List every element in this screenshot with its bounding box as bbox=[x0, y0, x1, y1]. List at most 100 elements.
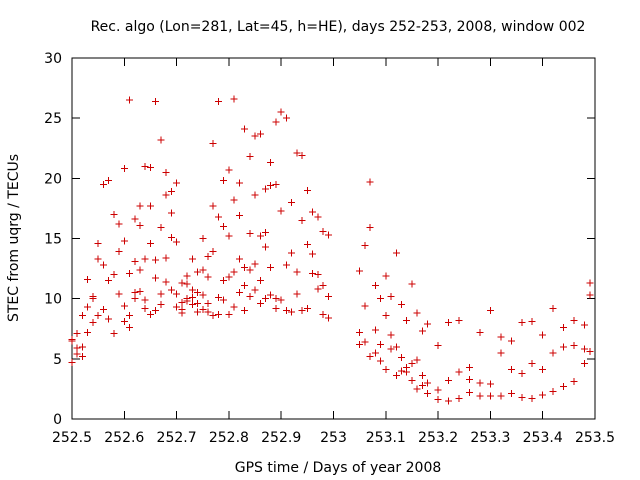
data-point bbox=[157, 301, 165, 309]
data-point bbox=[465, 375, 473, 383]
data-point bbox=[418, 381, 426, 389]
data-point bbox=[455, 395, 463, 403]
data-point bbox=[251, 286, 259, 294]
data-point bbox=[162, 191, 170, 199]
data-point bbox=[507, 366, 515, 374]
data-point bbox=[392, 343, 400, 351]
x-axis-title: GPS time / Days of year 2008 bbox=[235, 460, 442, 476]
y-tick-label: 20 bbox=[44, 171, 62, 187]
data-point bbox=[162, 278, 170, 286]
data-point bbox=[465, 389, 473, 397]
data-point bbox=[214, 213, 222, 221]
data-point bbox=[314, 285, 322, 293]
data-point bbox=[424, 379, 432, 387]
data-point bbox=[528, 360, 536, 368]
data-point bbox=[361, 242, 369, 250]
data-point bbox=[84, 328, 92, 336]
data-point bbox=[282, 114, 290, 122]
data-point bbox=[110, 210, 118, 218]
data-point bbox=[194, 268, 202, 276]
data-point bbox=[445, 397, 453, 405]
data-point bbox=[455, 368, 463, 376]
data-point bbox=[277, 296, 285, 304]
data-point bbox=[235, 212, 243, 220]
data-point bbox=[586, 291, 594, 299]
data-point bbox=[371, 281, 379, 289]
data-point bbox=[183, 272, 191, 280]
data-point bbox=[152, 274, 160, 282]
data-point bbox=[94, 255, 102, 263]
data-point bbox=[167, 286, 175, 294]
data-point bbox=[78, 312, 86, 320]
data-point bbox=[84, 275, 92, 283]
data-point bbox=[424, 320, 432, 328]
data-point bbox=[549, 304, 557, 312]
data-point bbox=[115, 248, 123, 256]
data-point bbox=[560, 383, 568, 391]
data-point bbox=[235, 179, 243, 187]
data-point bbox=[397, 301, 405, 309]
data-point bbox=[152, 97, 160, 105]
data-point bbox=[136, 266, 144, 274]
data-point bbox=[560, 324, 568, 332]
data-point bbox=[126, 96, 134, 104]
data-point bbox=[298, 151, 306, 159]
data-point bbox=[230, 303, 238, 311]
data-point bbox=[303, 186, 311, 194]
data-point bbox=[539, 331, 547, 339]
data-point bbox=[486, 307, 494, 315]
data-point bbox=[194, 299, 202, 307]
data-point bbox=[131, 257, 139, 265]
data-point bbox=[282, 307, 290, 315]
data-point bbox=[178, 298, 186, 306]
x-tick-label: 252.6 bbox=[104, 430, 144, 446]
data-point bbox=[251, 260, 259, 268]
x-tick-label: 253.3 bbox=[470, 430, 510, 446]
data-point bbox=[120, 165, 128, 173]
x-tick-label: 253 bbox=[320, 430, 347, 446]
data-point bbox=[78, 352, 86, 360]
data-point bbox=[126, 312, 134, 320]
y-tick-label: 5 bbox=[53, 352, 62, 368]
data-point bbox=[366, 224, 374, 232]
data-point bbox=[497, 333, 505, 341]
data-point bbox=[403, 316, 411, 324]
data-point bbox=[570, 378, 578, 386]
data-point bbox=[78, 343, 86, 351]
data-point bbox=[105, 315, 113, 323]
data-point bbox=[319, 281, 327, 289]
data-point bbox=[188, 293, 196, 301]
data-point bbox=[293, 290, 301, 298]
data-point bbox=[167, 188, 175, 196]
data-point bbox=[110, 271, 118, 279]
data-point bbox=[424, 390, 432, 398]
x-tick-label: 253.4 bbox=[523, 430, 563, 446]
y-tick-label: 10 bbox=[44, 292, 62, 308]
data-point bbox=[272, 180, 280, 188]
data-point bbox=[272, 295, 280, 303]
data-point bbox=[204, 299, 212, 307]
data-point bbox=[324, 314, 332, 322]
y-tick-label: 25 bbox=[44, 111, 62, 127]
y-axis-ticks: 0 5 10 15 20 25 30 bbox=[44, 51, 595, 428]
data-point bbox=[267, 182, 275, 190]
x-tick-label: 253.1 bbox=[366, 430, 406, 446]
data-point bbox=[241, 263, 249, 271]
data-point bbox=[194, 308, 202, 316]
data-point bbox=[241, 281, 249, 289]
data-point bbox=[288, 308, 296, 316]
data-point bbox=[366, 352, 374, 360]
data-point bbox=[408, 376, 416, 384]
data-point bbox=[267, 159, 275, 167]
data-point bbox=[131, 289, 139, 297]
data-point bbox=[141, 162, 149, 170]
data-point bbox=[267, 291, 275, 299]
y-tick-label: 0 bbox=[53, 412, 62, 428]
data-point bbox=[225, 166, 233, 174]
data-point bbox=[497, 349, 505, 357]
data-point bbox=[141, 255, 149, 263]
data-point bbox=[256, 232, 264, 240]
data-point bbox=[131, 215, 139, 223]
data-point bbox=[382, 272, 390, 280]
data-point bbox=[293, 268, 301, 276]
